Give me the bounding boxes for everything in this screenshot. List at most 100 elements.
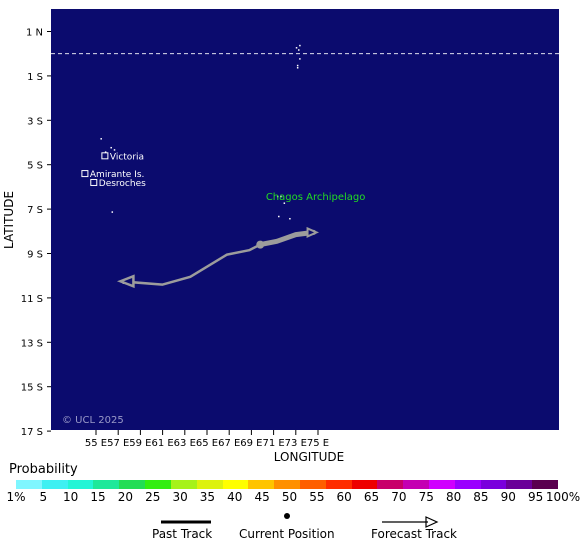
past-track-label: Past Track — [152, 527, 213, 541]
island-dot — [299, 44, 301, 47]
colorbar-swatch — [506, 480, 533, 489]
probability-label: 100% — [545, 490, 580, 504]
colorbar-swatch — [403, 480, 429, 489]
lat-tick-label: 17 S — [21, 427, 43, 438]
current-position-symbol — [284, 513, 290, 519]
copyright-credit: © UCL 2025 — [62, 415, 124, 426]
legend-title: Probability — [9, 462, 78, 477]
island-dot — [276, 195, 279, 198]
island-dot — [283, 202, 286, 204]
lon-tick-label: 71 E — [262, 438, 284, 449]
islands-layer — [100, 44, 301, 284]
probability-label: 80 — [445, 490, 462, 504]
past-track-line — [257, 229, 317, 248]
colorbar-swatch — [454, 480, 481, 489]
island-dot — [113, 149, 116, 151]
lon-tick-label: 63 E — [174, 438, 196, 449]
forecast-arrow-icon — [425, 516, 439, 528]
lat-tick-label: 1 N — [26, 28, 43, 39]
lat-tick-label: 3 S — [27, 116, 43, 127]
colorbar-swatch — [222, 480, 249, 489]
current-position-marker — [256, 240, 265, 249]
colorbar-swatch — [299, 480, 326, 489]
probability-label: 15 — [90, 490, 106, 504]
lat-tick-label: 5 S — [27, 161, 43, 172]
colorbar-swatch — [196, 480, 223, 489]
lon-tick-label: 73 E — [285, 438, 307, 449]
island-dot — [110, 146, 112, 149]
probability-label: 85 — [473, 490, 489, 504]
probability-label: 75 — [418, 490, 434, 504]
past-track-arrowhead — [306, 226, 320, 238]
island-dot — [295, 47, 298, 49]
forecast-track-label: Forecast Track — [371, 527, 457, 541]
lon-tick-label: 59 E — [129, 438, 151, 449]
colorbar-swatch — [67, 480, 94, 489]
colorbar-swatch — [480, 480, 507, 489]
probability-label: 65 — [363, 490, 380, 504]
lat-tick-label: 15 S — [21, 383, 43, 394]
lon-tick-label: 57 E — [107, 438, 129, 449]
place-label: Desroches — [99, 179, 146, 189]
lat-tick-label: 13 S — [21, 338, 43, 349]
probability-label: 35 — [199, 490, 216, 504]
lon-tick-label: 65 E — [196, 438, 218, 449]
island-dot — [289, 217, 291, 220]
forecast-arrowhead — [116, 274, 135, 289]
island-dot — [296, 64, 299, 67]
ocean-area — [51, 9, 559, 430]
colorbar-swatch — [377, 480, 404, 489]
probability-label: 60 — [336, 490, 352, 504]
probability-colorbar — [16, 480, 559, 489]
colorbar-swatch — [16, 480, 42, 489]
probability-label: 90 — [500, 490, 516, 504]
colorbar-swatch — [145, 480, 171, 489]
y-axis-label: LATITUDE — [2, 191, 16, 249]
colorbar-swatch — [119, 480, 146, 489]
x-axis-label: LONGITUDE — [274, 450, 344, 464]
current-position-label: Current Position — [239, 527, 335, 541]
colorbar-swatch — [325, 480, 352, 489]
lon-tick-label: 55 E — [85, 438, 107, 449]
probability-label: 20 — [117, 490, 134, 504]
colorbar-swatch — [532, 480, 559, 489]
island-dot — [296, 67, 299, 69]
place-marker — [101, 152, 109, 160]
island-dot — [104, 151, 107, 153]
storm-track-map: 1 N 1 S 3 S 5 S 7 S 9 S 11 S 13 S 15 S 17 S 55 E 57… — [2, 9, 559, 464]
probability-label: 45 — [254, 490, 270, 504]
place-labels: Victoria Amirante Is.Desroches — [81, 152, 146, 189]
probability-label: 55 — [309, 490, 325, 504]
lat-tick-label: 9 S — [27, 250, 43, 261]
probability-label: 30 — [172, 490, 188, 504]
colorbar-swatch — [170, 480, 197, 489]
place-label: Amirante Is. — [90, 170, 144, 180]
probability-label: 5 — [39, 490, 48, 504]
probability-label: 50 — [281, 490, 298, 504]
island-dot — [298, 49, 300, 51]
track-legend: Past Track Current Position Forecast Tra… — [0, 510, 580, 550]
place-marker — [90, 178, 98, 186]
island-dot — [100, 138, 102, 140]
island-dot — [111, 211, 114, 213]
lat-tick-label: 11 S — [21, 294, 43, 305]
colorbar-swatch — [351, 480, 378, 489]
probability-label: 1% — [6, 490, 26, 504]
lat-tick-label: 7 S — [27, 205, 43, 216]
island-dot — [278, 215, 280, 218]
lon-tick-label: 61 E — [151, 438, 173, 449]
colorbar-swatch — [248, 480, 275, 489]
track-legend-symbols — [161, 513, 439, 528]
place-marker — [81, 170, 89, 178]
probability-label: 95 — [528, 490, 544, 504]
island-dot — [280, 195, 282, 198]
lat-tick-label: 1 S — [27, 72, 43, 83]
colorbar-swatch — [41, 480, 68, 489]
lon-tick-label: 67 E — [218, 438, 240, 449]
region-label-chagos: Chagos Archipelago — [266, 192, 366, 203]
probability-label: 70 — [391, 490, 407, 504]
probability-label: 10 — [63, 490, 79, 504]
probability-label: 40 — [227, 490, 243, 504]
axis-ticks: 1 N 1 S 3 S 5 S 7 S 9 S 11 S 13 S 15 S 17 S 55 E 57… — [21, 28, 329, 450]
island-dot — [299, 58, 301, 60]
